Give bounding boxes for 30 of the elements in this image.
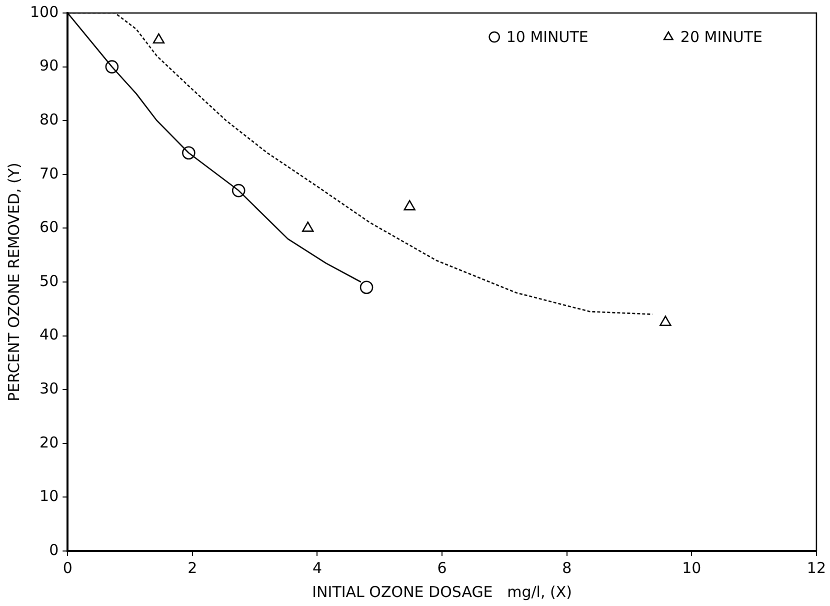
point [232,184,246,198]
x-tick-label: 0 [62,558,72,577]
point [360,280,374,294]
y-tick-label: 90 [40,56,59,75]
x-tick-label: 8 [562,558,572,577]
y-tick-label: 50 [40,272,59,290]
y-tick-label: 60 [40,218,59,236]
x-tick-label: 12 [806,558,826,577]
legend-label: 10 MINUTE [506,28,588,46]
y-tick-label: 20 [40,433,59,452]
point [105,60,119,74]
x-tick-label: 6 [437,558,447,577]
point [182,146,196,160]
y-axis-title: PERCENT OZONE REMOVED, (Y) [4,162,23,402]
legend-label: 20 MINUTE [680,28,762,46]
y-tick-label: 100 [30,2,59,21]
x-tick-label: 4 [312,558,322,577]
point [302,222,314,232]
y-tick-label: 10 [40,487,59,506]
y-tick-label: 30 [40,379,59,398]
y-tick-label: 40 [40,326,59,344]
x-axis-title: INITIAL OZONE DOSAGE mg/l, (X) [312,582,572,601]
point [404,200,416,210]
y-tick-label: 0 [49,540,59,559]
x-tick-label: 10 [682,558,702,577]
point [660,316,672,326]
y-tick-label: 70 [40,164,59,182]
y-tick-label: 80 [40,110,59,128]
point [152,33,165,44]
x-tick-label: 2 [188,558,198,577]
